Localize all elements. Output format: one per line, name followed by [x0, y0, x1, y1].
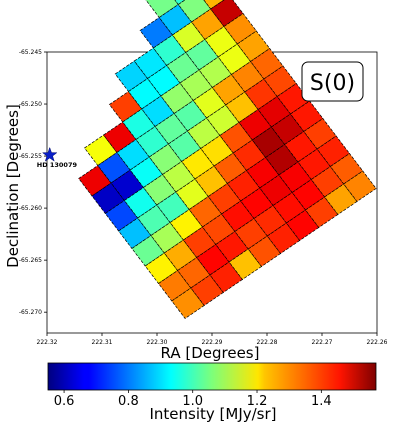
star-label: HD 130079: [37, 161, 78, 169]
y-tick-label: -65.265: [19, 257, 42, 264]
y-axis-title: Declination [Degrees]: [4, 104, 22, 268]
colorbar-tick-label: 0.6: [54, 394, 75, 409]
y-tick-label: -65.270: [19, 309, 42, 316]
colorbar-tick-label: 0.8: [118, 394, 139, 409]
heatmap-cells: [78, 0, 377, 319]
x-tick-label: 222.30: [147, 339, 168, 346]
x-tick-label: 222.32: [37, 339, 58, 346]
axis-ticks: 222.32 222.31 222.30 222.29 222.28 222.27 222.…: [19, 49, 388, 346]
heatmap-cell: [174, 0, 186, 5]
y-tick-label: -65.255: [19, 153, 42, 160]
panel-label-box: S(0): [301, 61, 364, 102]
x-axis-title: RA [Degrees]: [161, 344, 260, 362]
star-marker-group: HD 130079: [37, 146, 78, 169]
colorbar-label: Intensity [MJy/sr]: [149, 405, 276, 423]
x-tick-label: 222.26: [367, 339, 388, 346]
y-tick-label: -65.260: [19, 205, 42, 212]
colorbar-tick-label: 1.4: [311, 394, 332, 409]
y-tick-label: -65.250: [19, 101, 42, 108]
y-tick-label: -65.245: [19, 49, 42, 56]
x-tick-label: 222.27: [312, 339, 333, 346]
panel-label: S(0): [310, 71, 355, 96]
colorbar-tick-label: 1.0: [182, 394, 203, 409]
x-tick-label: 222.29: [202, 339, 223, 346]
panel-label-frame: [301, 61, 364, 102]
colorbar-tick-label: 1.2: [247, 394, 268, 409]
star-marker: [41, 146, 58, 162]
colorbar-ticks: 0.6 0.8 1.0 1.2 1.4: [54, 390, 332, 409]
colorbar: [47, 362, 377, 391]
heatmap-cell: [203, 0, 225, 10]
x-tick-label: 222.28: [257, 339, 278, 346]
heatmap-cell: [343, 170, 377, 202]
x-tick-label: 222.31: [92, 339, 113, 346]
